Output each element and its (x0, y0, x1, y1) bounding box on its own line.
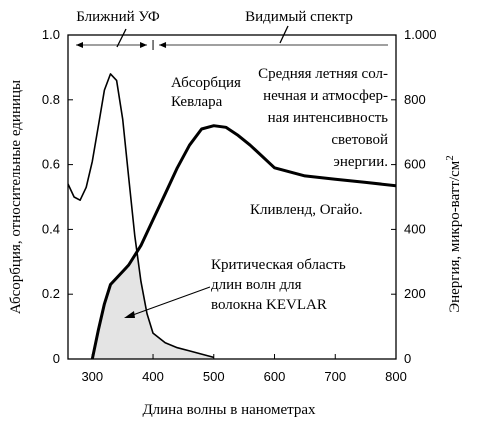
annotation-line: волокна KEVLAR (211, 297, 327, 313)
y-left-tick-label: 0.8 (42, 92, 60, 107)
series-solar-energy-line (90, 124, 396, 359)
y-right-tick-label: 600 (404, 157, 426, 172)
region-label-near-uv: Ближний УФ (76, 9, 160, 25)
annotation-critical-region: Критическая область длин волн для волокна … (211, 257, 346, 313)
annotation-line: световой (331, 132, 388, 148)
region-arrow-vis-start (159, 42, 167, 48)
annotation-line: Кевлара (171, 94, 223, 110)
region-label-visible: Видимый спектр (245, 9, 353, 25)
y-left-tick-label: 0.2 (42, 286, 60, 301)
y-right-axis-title-text: Энергия, микро-ватт/см (447, 160, 463, 313)
y-right-axis-title-sup: 2 (444, 155, 456, 161)
y-left-axis-title: Абсорбция, относительные единицы (8, 80, 24, 314)
y-right-tick-label: 200 (404, 286, 426, 301)
plot-frame (67, 34, 397, 360)
annotation-line: энергии. (333, 154, 388, 170)
y-right-tick-label: 1.000 (404, 27, 437, 42)
series-kevlar-absorption-line (68, 73, 215, 359)
critical-region-fill (92, 253, 214, 359)
annotation-line: длин волн для (211, 277, 302, 293)
annotation-cleveland: Кливленд, Огайо. (250, 202, 363, 218)
region-pointer-near-uv (116, 28, 127, 48)
annotation-kevlar-absorption: Абсорбция Кевлара (171, 75, 241, 110)
y-left-tick-label: 0.6 (42, 157, 60, 172)
y-left-tick-label: 0 (53, 351, 60, 366)
region-arrow-left (76, 42, 83, 48)
x-tick-label: 700 (324, 369, 346, 384)
x-tick-label: 600 (264, 369, 286, 384)
critical-region-arrow-head (124, 311, 135, 318)
x-tick-label: 400 (142, 369, 164, 384)
annotation-line: Средняя летняя сол- (258, 66, 388, 82)
annotation-line: Кливленд, Огайо. (250, 202, 363, 218)
x-axis-title: Длина волны в нанометрах (142, 402, 316, 418)
y-right-tick-label: 400 (404, 221, 426, 236)
x-tick-label: 500 (203, 369, 225, 384)
y-left-tick-label: 1.0 (42, 27, 60, 42)
y-right-tick-label: 800 (404, 92, 426, 107)
critical-region-arrow (129, 286, 211, 317)
annotation-line: ная интенсивность (268, 110, 389, 126)
annotation-solar-intensity: Средняя летняя сол-нечная и атмосфер-ная… (258, 66, 388, 170)
annotation-line: Абсорбция (171, 75, 241, 91)
region-arrow-uv-end (140, 42, 148, 48)
x-tick-label: 300 (81, 369, 103, 384)
y-left-tick-label: 0.4 (42, 221, 60, 236)
region-pointer-visible (279, 25, 289, 44)
x-tick-label: 800 (385, 369, 407, 384)
annotation-line: нечная и атмосфер- (263, 88, 388, 104)
annotation-line: Критическая область (211, 257, 346, 273)
y-right-tick-label: 0 (404, 351, 411, 366)
y-right-axis-title: Энергия, микро-ватт/см2 (444, 155, 463, 313)
